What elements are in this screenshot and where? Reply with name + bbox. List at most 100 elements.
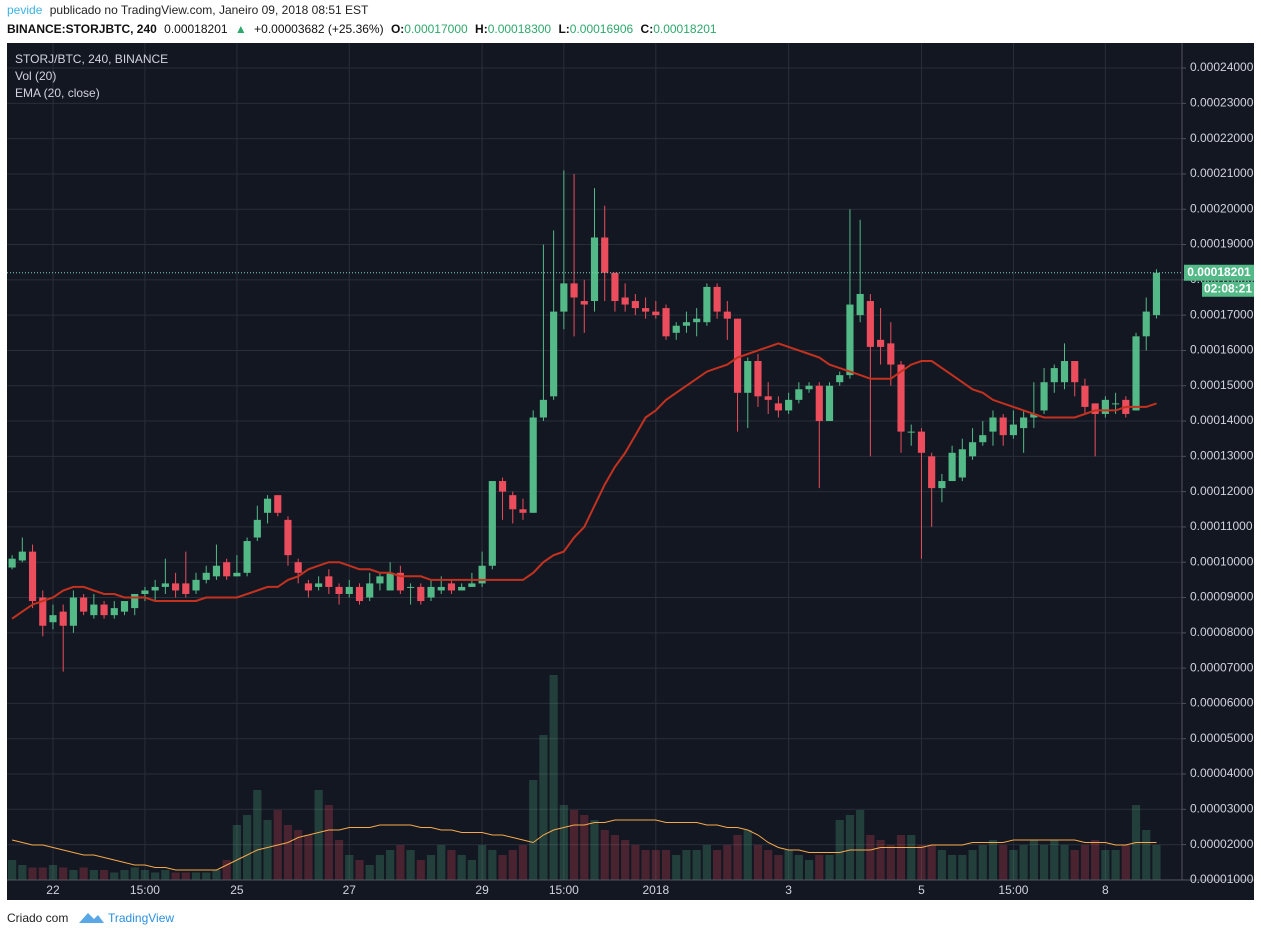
volume-bar bbox=[692, 850, 701, 880]
candle-body bbox=[631, 301, 639, 309]
candle-body bbox=[856, 293, 864, 316]
volume-bar bbox=[569, 810, 579, 880]
candle-body bbox=[1020, 417, 1028, 429]
candle-body bbox=[345, 586, 353, 594]
volume-bar bbox=[253, 790, 262, 880]
volume-bar bbox=[48, 865, 58, 880]
grid bbox=[7, 43, 1182, 881]
volume-bar bbox=[702, 845, 711, 880]
candle-body bbox=[917, 431, 926, 453]
candle-body bbox=[682, 322, 691, 326]
volume-bar bbox=[396, 845, 405, 880]
candle-body bbox=[488, 481, 496, 566]
ohlc-value: 0.00018201 bbox=[653, 22, 717, 36]
volume-bar bbox=[753, 845, 763, 880]
x-tick-label: 22 bbox=[46, 883, 60, 897]
volume-bar bbox=[508, 850, 517, 880]
volume-bar bbox=[1101, 850, 1110, 880]
y-tick-label: 0.00024000 bbox=[1190, 60, 1254, 74]
candle-body bbox=[999, 417, 1007, 436]
volume-bar bbox=[743, 830, 752, 880]
volume-pane bbox=[8, 675, 1161, 880]
candle-body bbox=[550, 311, 558, 397]
candle-body bbox=[693, 318, 701, 323]
volume-bar bbox=[488, 850, 497, 880]
candle-body bbox=[437, 586, 445, 591]
chart-frame bbox=[7, 43, 1254, 900]
candle-body bbox=[1071, 361, 1079, 383]
volume-bar bbox=[651, 850, 660, 880]
volume-bar bbox=[958, 855, 967, 880]
candle-body bbox=[28, 551, 37, 602]
y-tick-label: 0.00016000 bbox=[1190, 343, 1254, 357]
candle-body bbox=[570, 283, 578, 298]
candle-body bbox=[131, 593, 139, 609]
candle-body bbox=[774, 403, 782, 411]
candle-body bbox=[1152, 272, 1161, 316]
volume-bar bbox=[191, 872, 201, 880]
author[interactable]: pevide bbox=[7, 3, 43, 17]
candle-body bbox=[243, 541, 251, 573]
candle-body bbox=[887, 343, 895, 365]
volume-bar bbox=[457, 855, 466, 880]
volume-bar bbox=[804, 860, 814, 880]
volume-bar bbox=[222, 860, 231, 880]
y-tick-label: 0.00006000 bbox=[1190, 696, 1254, 710]
volume-bar bbox=[355, 860, 364, 880]
header-line-1: pevide publicado no TradingView.com, Jan… bbox=[7, 3, 369, 17]
candle-body bbox=[590, 237, 599, 302]
volume-bar bbox=[120, 870, 129, 880]
volume-bar bbox=[978, 845, 987, 880]
volume-bar bbox=[324, 805, 333, 880]
volume-bar bbox=[1070, 850, 1079, 880]
volume-bar bbox=[1142, 830, 1151, 880]
volume-bar bbox=[202, 872, 211, 880]
candle-body bbox=[417, 586, 425, 602]
candle-body bbox=[958, 449, 966, 478]
x-tick-label: 25 bbox=[230, 883, 244, 897]
candle-body bbox=[979, 435, 987, 443]
candle-body bbox=[560, 283, 568, 312]
volume-bar bbox=[621, 840, 630, 880]
y-tick-label: 0.00019000 bbox=[1190, 237, 1254, 251]
x-tick-label: 15:00 bbox=[549, 883, 579, 897]
candle-body bbox=[621, 297, 629, 305]
volume-bar bbox=[18, 865, 27, 880]
tradingview-logo[interactable] bbox=[79, 913, 104, 923]
volume-bar bbox=[140, 870, 150, 880]
volume-bar bbox=[406, 850, 415, 880]
volume-bar bbox=[314, 790, 323, 880]
volume-bar bbox=[1050, 840, 1059, 880]
countdown-label: 02:08:21 bbox=[1204, 281, 1252, 295]
candle-body bbox=[233, 572, 241, 577]
candle-body bbox=[723, 311, 731, 319]
volume-bar bbox=[539, 735, 548, 880]
candle-body bbox=[846, 304, 854, 376]
candle-body bbox=[539, 399, 547, 418]
candle-body bbox=[478, 565, 486, 584]
candle-body bbox=[601, 237, 609, 273]
volume-bar bbox=[416, 860, 425, 880]
candle-body bbox=[1050, 368, 1058, 383]
volume-bar bbox=[1019, 845, 1028, 880]
candle-body bbox=[315, 583, 323, 587]
volume-bar bbox=[498, 855, 507, 880]
y-tick-label: 0.00005000 bbox=[1190, 731, 1254, 745]
countdown-box bbox=[1202, 281, 1254, 297]
volume-bar bbox=[437, 845, 446, 880]
volume-bar bbox=[1111, 850, 1120, 880]
footer-brand[interactable]: TradingView bbox=[108, 911, 174, 925]
volume-bar bbox=[549, 675, 558, 880]
candle-body bbox=[110, 608, 118, 616]
volume-bar bbox=[38, 867, 47, 880]
candle-body bbox=[938, 481, 946, 489]
candle-body bbox=[223, 562, 231, 577]
candle-body bbox=[1060, 361, 1069, 383]
y-tick-label: 0.00011000 bbox=[1190, 519, 1253, 533]
footer-made-with: Criado com bbox=[7, 911, 68, 925]
volume-bar bbox=[8, 860, 17, 880]
volume-ma-line bbox=[11, 819, 1157, 871]
volume-bar bbox=[59, 867, 68, 880]
candle-body bbox=[795, 389, 803, 400]
